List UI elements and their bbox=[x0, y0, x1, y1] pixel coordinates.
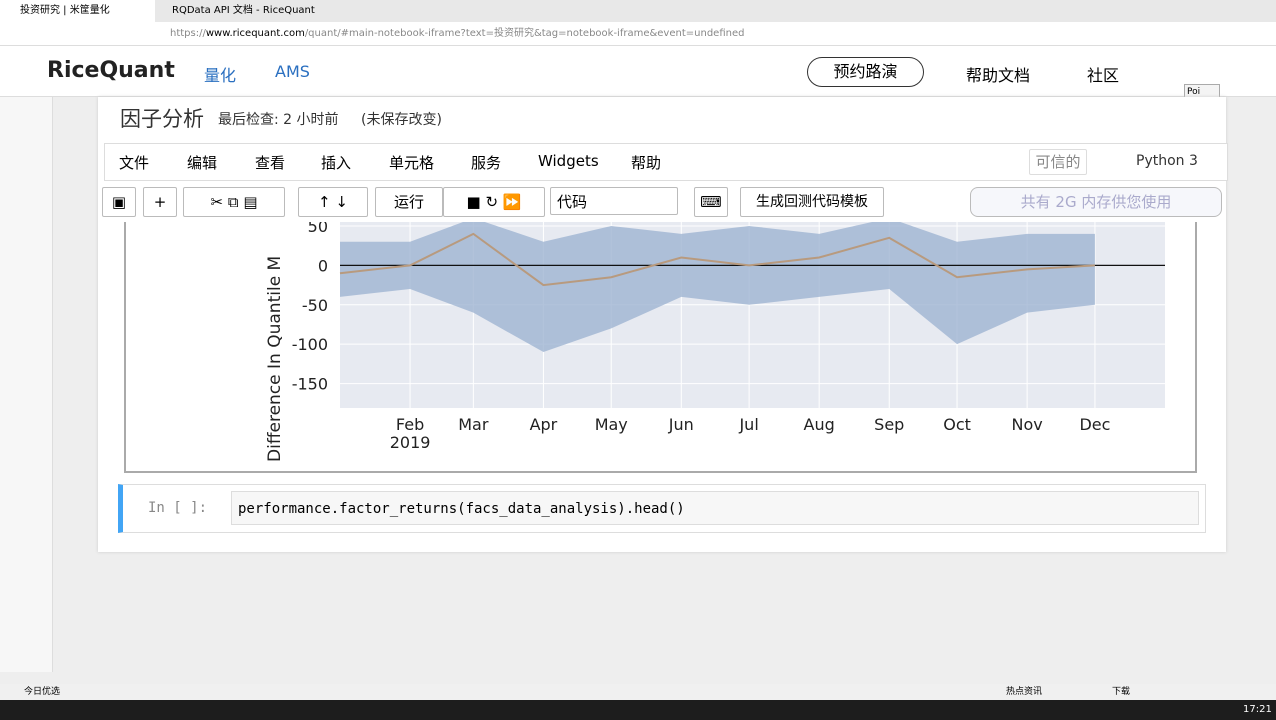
nav-link[interactable]: 量化 bbox=[204, 66, 237, 85]
save-status: (未保存改变) bbox=[361, 112, 442, 128]
status-download[interactable]: 下载 bbox=[1112, 687, 1131, 697]
status-right[interactable]: 热点资讯 bbox=[1006, 687, 1043, 697]
band bbox=[340, 222, 1095, 353]
menu-item[interactable]: 编辑 bbox=[187, 154, 218, 172]
url-host: www.ricequant.com bbox=[205, 28, 305, 39]
demo-button[interactable]: 预约路演 bbox=[807, 57, 924, 87]
x-tick-label: Apr bbox=[530, 415, 558, 434]
output-frame bbox=[124, 222, 1197, 473]
x-tick-label: Sep bbox=[874, 415, 904, 434]
x-year-label: 2019 bbox=[390, 433, 431, 452]
edit-buttons[interactable]: ✂ ⧉ ▤ bbox=[183, 187, 285, 217]
keyboard-button[interactable]: ⌨ bbox=[694, 187, 728, 217]
status-left[interactable]: 今日优选 bbox=[24, 687, 61, 697]
x-tick-label: Jul bbox=[738, 415, 758, 434]
menu-item[interactable]: 单元格 bbox=[389, 154, 435, 172]
y-tick-label: -150 bbox=[292, 375, 328, 394]
nav: RiceQuant 量化 AMS 预约路演 帮助文档 社区 bbox=[0, 46, 1276, 97]
control-buttons[interactable]: ■ ↻ ⏩ bbox=[443, 187, 545, 217]
y-tick-label: 0 bbox=[318, 256, 328, 275]
menu-item[interactable]: 帮助 bbox=[631, 154, 662, 172]
x-tick-label: Feb bbox=[396, 415, 424, 434]
code-cell[interactable]: In [ ]: performance.factor_returns(facs_… bbox=[118, 484, 1206, 533]
url-rest: /quant/#main-notebook-iframe?text=投资研究&t… bbox=[304, 28, 745, 39]
y-axis-label: Difference In Quantile M bbox=[265, 256, 285, 462]
code[interactable]: performance.factor_returns(facs_data_ana… bbox=[231, 491, 1199, 525]
line bbox=[339, 232, 1095, 287]
nav-link[interactable]: 帮助文档 bbox=[966, 66, 1031, 85]
x-tick-label: Nov bbox=[1012, 415, 1043, 434]
x-tick-label: May bbox=[595, 415, 628, 434]
x-tick-label: Dec bbox=[1079, 415, 1110, 434]
nav-link[interactable]: AMS bbox=[275, 62, 310, 81]
y-tick-label: -50 bbox=[302, 296, 328, 315]
kernel: Python 3 bbox=[1136, 153, 1198, 169]
menu-item[interactable]: 服务 bbox=[471, 154, 502, 172]
tab[interactable]: 投资研究 | 米筐量化 bbox=[0, 0, 155, 22]
notebook-title[interactable]: 因子分析 bbox=[120, 107, 204, 131]
nav-link[interactable]: 社区 bbox=[1087, 66, 1120, 85]
tab-bar: 投资研究 | 米筐量化 RQData API 文档 - RiceQuant bbox=[0, 0, 1276, 22]
checkpoint: 最后检查: 2 小时前 bbox=[218, 112, 339, 128]
menu-item[interactable]: Widgets bbox=[538, 152, 599, 170]
logo[interactable]: RiceQuant bbox=[47, 58, 175, 83]
menu-item[interactable]: 插入 bbox=[321, 154, 352, 172]
run-button[interactable]: 运行 bbox=[375, 187, 443, 217]
sidebar bbox=[0, 97, 53, 672]
template-select[interactable]: 生成回测代码模板 bbox=[740, 187, 884, 217]
menu-item[interactable]: 查看 bbox=[255, 154, 286, 172]
y-tick-label: 50 bbox=[308, 222, 328, 236]
x-tick-label: Mar bbox=[458, 415, 489, 434]
popup-title: Poi bbox=[1187, 87, 1201, 97]
cell-type[interactable]: 代码 bbox=[550, 187, 678, 215]
menu-item[interactable]: 文件 bbox=[119, 154, 150, 172]
trusted[interactable]: 可信的 bbox=[1029, 149, 1087, 175]
tab[interactable]: RQData API 文档 - RiceQuant bbox=[172, 5, 315, 16]
clock: 17:21 bbox=[1243, 704, 1272, 715]
url-prefix: https:// bbox=[170, 28, 206, 39]
x-tick-label: Jun bbox=[668, 415, 694, 434]
memory-info: 共有 2G 内存供您使用 bbox=[970, 187, 1222, 217]
x-tick-label: Oct bbox=[943, 415, 971, 434]
status-bar: 今日优选 热点资讯 下载 bbox=[0, 684, 1276, 700]
y-tick-label: -100 bbox=[292, 335, 328, 354]
taskbar: 17:21 bbox=[0, 700, 1276, 720]
url[interactable]: https://www.ricequant.com/quant/#main-no… bbox=[170, 22, 744, 45]
address-bar: https://www.ricequant.com/quant/#main-no… bbox=[0, 22, 1276, 46]
prompt: In [ ]: bbox=[148, 500, 208, 516]
save-button[interactable]: ▣ bbox=[102, 187, 136, 217]
add-button[interactable]: + bbox=[143, 187, 177, 217]
x-tick-label: Aug bbox=[804, 415, 835, 434]
move-buttons[interactable]: ↑ ↓ bbox=[298, 187, 368, 217]
